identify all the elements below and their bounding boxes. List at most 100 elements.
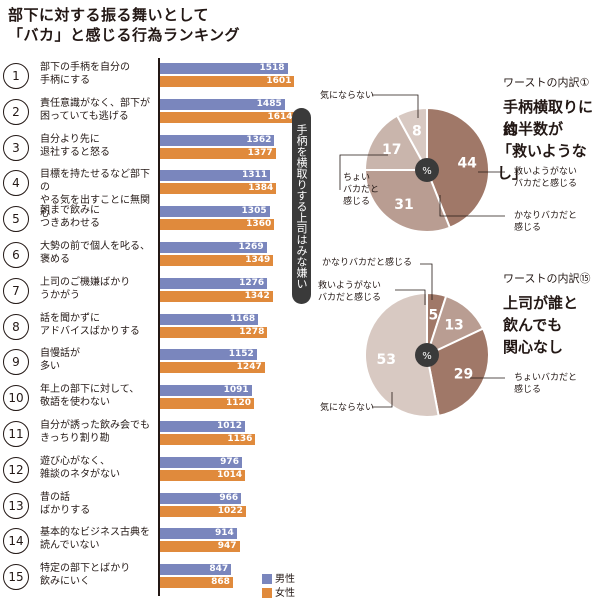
category-label: 部下の手柄を自分の 手柄にする xyxy=(40,61,158,87)
category-label: 自分より先に 退社すると怒る xyxy=(40,133,158,159)
pie1-label-17-2: バカだと xyxy=(343,185,380,195)
rank-badge: 4 xyxy=(3,170,29,197)
category-label-line: アドバイスばかりする xyxy=(40,325,140,337)
pie1-label-17-1: ちょい xyxy=(343,173,371,183)
bar-male: 1485 xyxy=(160,98,285,110)
rank-badge: 15 xyxy=(3,564,29,591)
data-label: 1342 xyxy=(244,290,270,301)
bar-female: 1377 xyxy=(160,147,276,159)
pie2-label-5-1: 救いようがない xyxy=(318,281,381,291)
category-label: 昔の話 ばかりする xyxy=(40,491,158,517)
data-label: 1276 xyxy=(239,277,265,288)
rank-badge: 8 xyxy=(3,313,29,340)
data-label: 1311 xyxy=(242,170,268,181)
data-label: 1377 xyxy=(247,147,273,158)
category-label: 大勢の前で個人を叱る、 褒める xyxy=(40,240,158,266)
bar-female: 1349 xyxy=(160,255,274,266)
pie1-label-31-1: かなりバカだと xyxy=(514,211,578,221)
pie2-center xyxy=(415,343,439,367)
category-label: 目標を持たせるなど部下の やる気を出すことに無関心 xyxy=(40,168,158,220)
chart-title-line-2: 「バカ」と感じる行為ランキング xyxy=(8,26,241,44)
pie2-value-label: 53 xyxy=(377,352,396,368)
data-label: 1022 xyxy=(217,505,243,516)
pie2-headline-2: 飲んでも xyxy=(503,316,563,334)
rank-badge: 6 xyxy=(3,242,29,268)
bar-row: 13 昔の話 ばかりする 966 1022 xyxy=(0,488,300,522)
data-label: 1168 xyxy=(230,313,256,324)
data-label: 847 xyxy=(209,564,229,575)
pie1-value-label: 44 xyxy=(457,155,477,171)
pie1-value-label: 17 xyxy=(382,142,401,158)
category-label-line: 読んでいない xyxy=(40,540,100,552)
pie1-center-label: % xyxy=(422,166,432,177)
pie2-label-29-1: ちょいバカだと xyxy=(514,373,578,383)
data-label: 1247 xyxy=(236,362,262,373)
bar-female: 1247 xyxy=(160,362,265,374)
data-label: 1349 xyxy=(245,255,271,265)
category-label: 遊び心がなく、 雑談のネタがない xyxy=(40,455,158,481)
rank-badge: 7 xyxy=(3,277,29,304)
leader-line xyxy=(372,94,419,118)
bar-row: 6 大勢の前で個人を叱る、 褒める 1269 1349 xyxy=(0,237,300,271)
pie2-label-13: かなりバカだと感じる xyxy=(322,258,413,268)
leader-line xyxy=(395,289,426,305)
bar-female: 947 xyxy=(160,541,240,553)
bar-female: 1360 xyxy=(160,219,275,231)
data-label: 1269 xyxy=(238,242,264,252)
data-label: 1014 xyxy=(217,469,243,480)
pie2-headline-1: 上司が誰と xyxy=(503,294,579,312)
category-label-line: 特定の部下とばかり xyxy=(40,563,131,575)
data-label: 914 xyxy=(214,528,234,539)
pie1-slice-8 xyxy=(395,106,428,171)
pie1-headline-3: 「救いようなし」 xyxy=(497,142,587,182)
bar-row: 3 自分より先に 退社すると怒る 1362 1377 xyxy=(0,130,300,164)
pie2-label-5-2: バカだと感じる xyxy=(318,293,382,303)
category-label: 話を聞かずに アドバイスばかりする xyxy=(40,312,158,338)
bar-female: 1120 xyxy=(160,398,255,410)
category-label-line: 上司のご機嫌ばかり xyxy=(40,276,131,288)
bar-row: 14 基本的なビジネス古典を 読んでいない 914 947 xyxy=(0,523,300,557)
bar-male: 1168 xyxy=(160,313,259,325)
bar-male: 976 xyxy=(160,456,242,468)
data-label: 868 xyxy=(211,577,230,588)
pie1-label-8: 気にならない xyxy=(320,91,375,101)
pie1-value-label: 8 xyxy=(412,123,422,139)
category-label-line: 年上の部下に対して、 xyxy=(40,384,140,396)
legend-swatch-female xyxy=(262,588,272,598)
bar-row: 9 自慢話が 多い 1152 1247 xyxy=(0,344,300,378)
data-label: 1360 xyxy=(246,219,272,230)
bar-row: 11 自分が誘った飲み会でも きっちり割り勘 1012 1136 xyxy=(0,416,300,450)
data-label: 976 xyxy=(220,456,239,467)
pie1-title: ワーストの内訳① xyxy=(503,76,590,89)
pie1-center xyxy=(415,158,439,182)
category-label-line: ばかりする xyxy=(40,504,91,516)
category-label-line: 話を聞かずに xyxy=(40,312,100,324)
pie1-headline-2: 約半数が xyxy=(503,120,564,138)
data-label: 1012 xyxy=(216,421,242,431)
category-label-line: やる気を出すことに無関心 xyxy=(40,195,150,220)
data-label: 947 xyxy=(217,541,237,552)
category-label-line: 遊び心がなく、 xyxy=(40,455,110,467)
legend-male: 男性 xyxy=(262,570,295,585)
bar-male: 1311 xyxy=(160,170,271,182)
data-label: 1601 xyxy=(266,76,292,86)
bar-male: 1305 xyxy=(160,206,270,218)
category-label-line: 多い xyxy=(40,361,60,373)
pie2-slice-53 xyxy=(364,291,440,418)
category-label-line: 部下の手柄を自分の xyxy=(40,62,130,73)
bar-male: 1269 xyxy=(160,242,267,253)
bar-row: 7 上司のご機嫌ばかり うかがう 1276 1342 xyxy=(0,273,300,307)
bar-female: 1614 xyxy=(160,111,296,123)
bar-male: 1152 xyxy=(160,349,257,361)
pie2-value-label: 13 xyxy=(444,317,463,333)
legend-swatch-male xyxy=(262,574,272,584)
leader-line xyxy=(339,154,388,190)
category-label-line: うかがう xyxy=(40,289,80,301)
category-label-line: 基本的なビジネス古典を xyxy=(40,527,150,539)
annotation-box: 手柄を横取りする上司はみな嫌い xyxy=(292,108,311,304)
category-label: 年上の部下に対して、 敬語を使わない xyxy=(40,383,158,409)
bar-row: 5 朝まで飲みに つきあわせる 1305 1360 xyxy=(0,201,300,235)
bar-row: 12 遊び心がなく、 雑談のネタがない 976 1014 xyxy=(0,452,300,486)
category-label: 基本的なビジネス古典を 読んでいない xyxy=(40,526,158,552)
